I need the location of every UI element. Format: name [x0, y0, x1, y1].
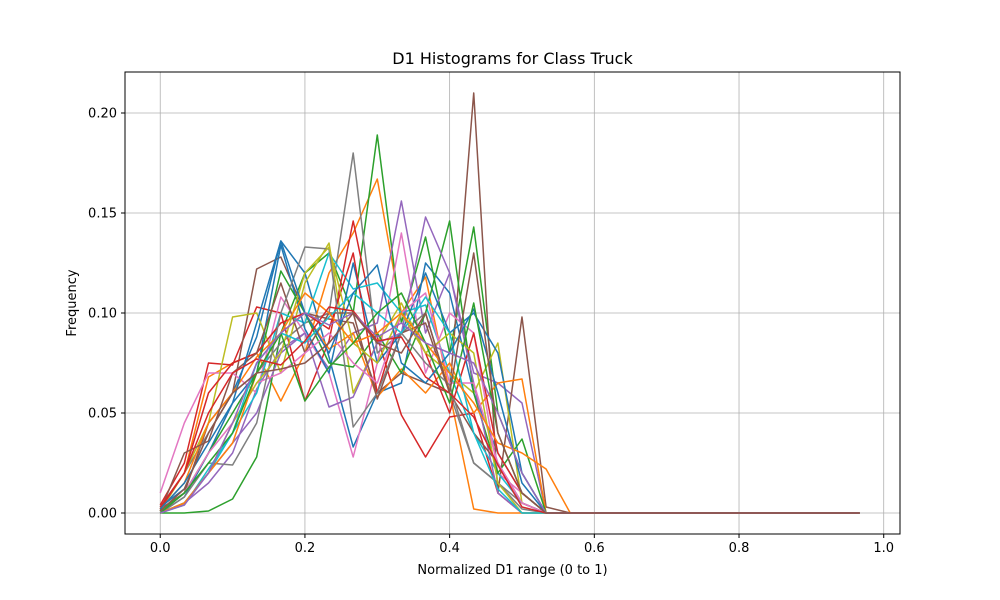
chart-title: D1 Histograms for Class Truck — [392, 49, 633, 68]
y-tick-label: 0.20 — [88, 107, 117, 122]
y-tick-label: 0.10 — [88, 307, 117, 322]
x-tick-label: 0.8 — [729, 541, 750, 556]
y-tick-label: 0.00 — [88, 507, 117, 522]
series-line-26 — [159, 252, 860, 514]
axis-ticks: 0.0 0.2 0.4 0.6 0.8 1.0 0.00 0.05 0.10 0.15 0.20 — [88, 107, 894, 557]
x-tick-label: 0.6 — [584, 541, 605, 556]
x-tick-label: 0.2 — [295, 541, 316, 556]
x-tick-label: 1.0 — [873, 541, 894, 556]
plot-frame — [124, 71, 901, 535]
x-tick-label: 0.4 — [439, 541, 460, 556]
y-tick-label: 0.05 — [88, 407, 117, 422]
series-lines — [159, 92, 860, 514]
y-tick-label: 0.15 — [88, 207, 117, 222]
y-axis-label: Frequency — [65, 269, 80, 336]
x-axis-label: Normalized D1 range (0 to 1) — [417, 563, 607, 578]
x-tick-label: 0.0 — [150, 541, 171, 556]
grid — [125, 72, 900, 534]
